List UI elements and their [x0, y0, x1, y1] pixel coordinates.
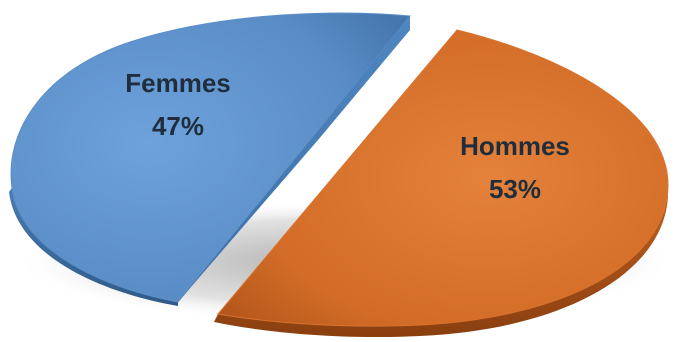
slice-hommes-side — [214, 185, 668, 338]
labels-layer: Femmes 47% Hommes 53% — [125, 68, 570, 204]
slice-hommes — [214, 29, 669, 338]
slice-femmes-side — [9, 188, 178, 306]
slice-value-hommes: 53% — [489, 174, 541, 204]
slice-label-femmes: Femmes — [125, 68, 231, 98]
slice-femmes — [9, 12, 411, 306]
slice-value-femmes: 47% — [152, 111, 204, 141]
slices-layer — [9, 12, 669, 338]
slice-label-hommes: Hommes — [460, 131, 570, 161]
slice-femmes-top — [10, 12, 411, 303]
slice-hommes-top — [217, 29, 669, 327]
